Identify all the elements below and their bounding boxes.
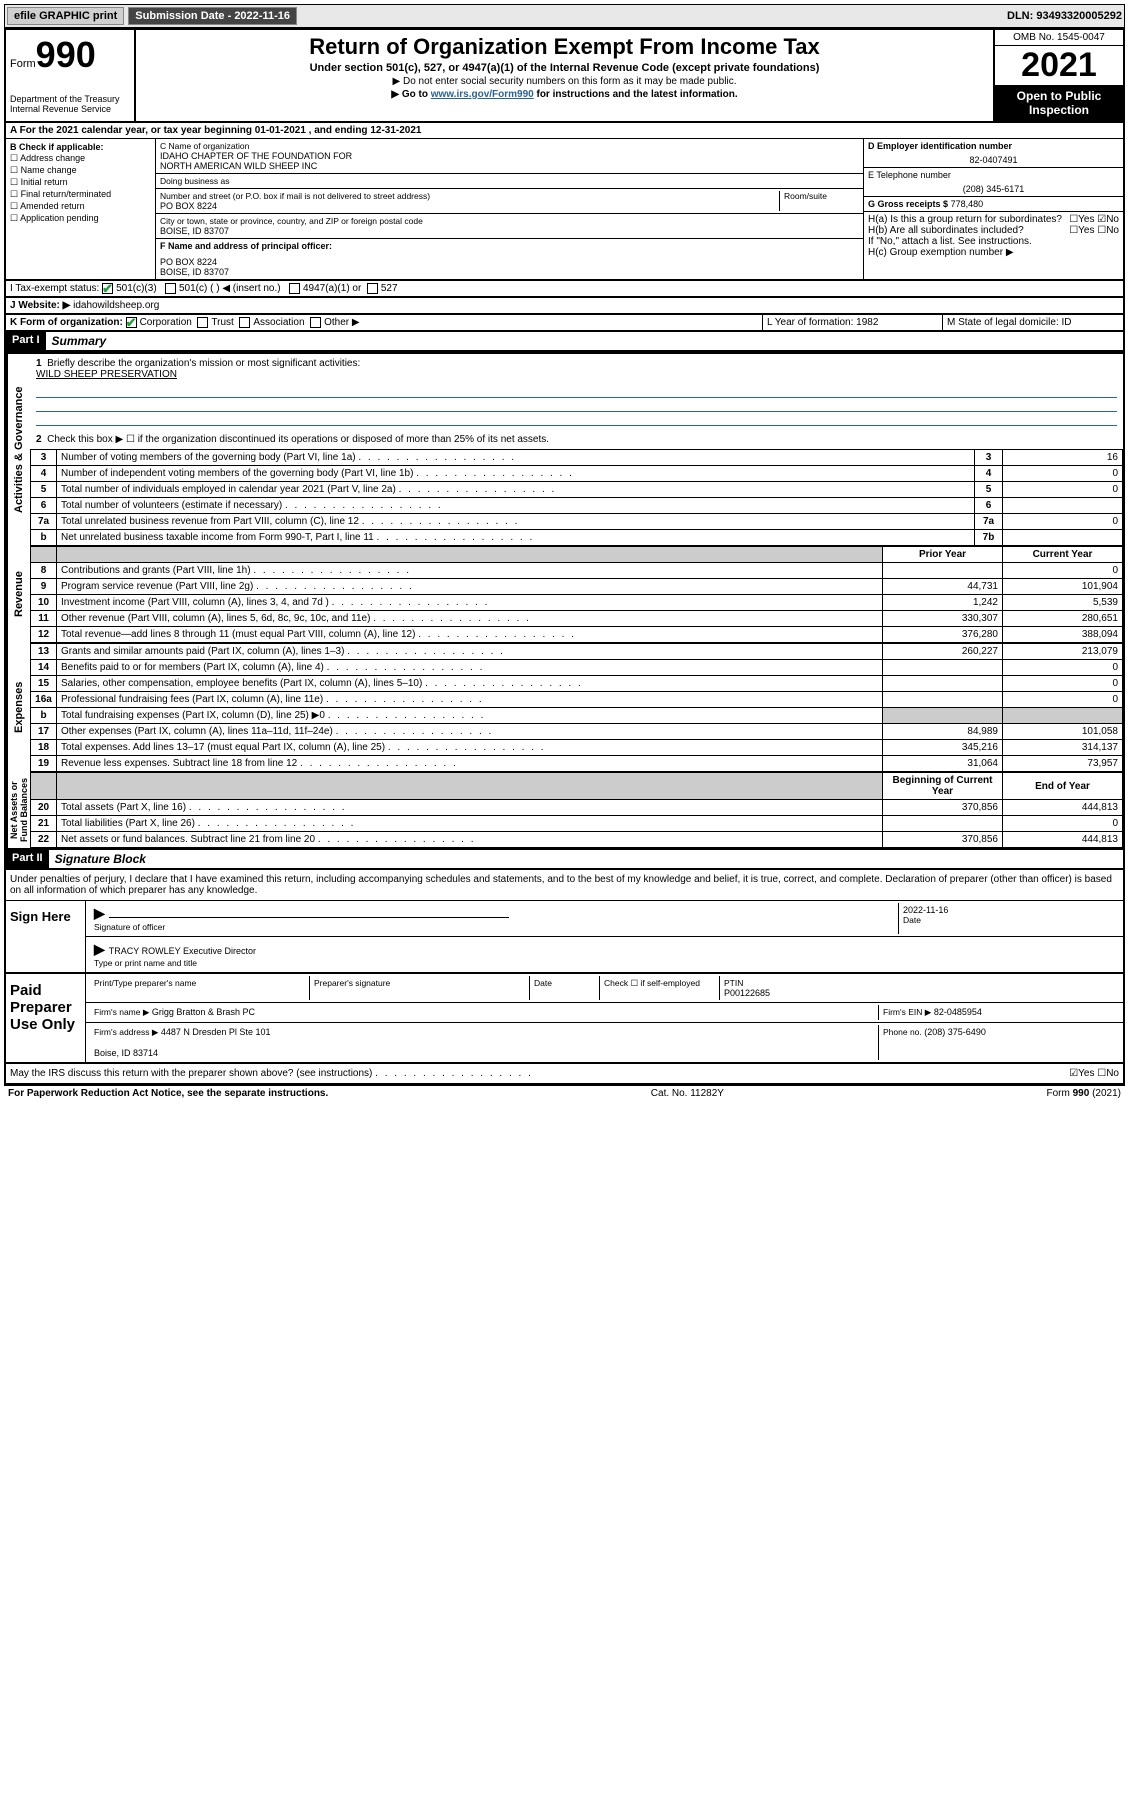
- year-formation: L Year of formation: 1982: [763, 315, 943, 330]
- officer-address: PO BOX 8224 BOISE, ID 83707: [160, 257, 859, 277]
- vert-net: Net Assets or Fund Balances: [6, 772, 30, 848]
- sign-here-label: Sign Here: [6, 901, 86, 972]
- revenue-table: Prior YearCurrent Year8Contributions and…: [30, 546, 1123, 643]
- form-header: Form990 Department of the Treasury Inter…: [4, 28, 1125, 123]
- mission: WILD SHEEP PRESERVATION: [36, 369, 177, 380]
- form-word: Form: [10, 58, 36, 70]
- top-bar: efile GRAPHIC print Submission Date - 20…: [4, 4, 1125, 28]
- check-assoc[interactable]: [239, 317, 250, 328]
- check-501c[interactable]: [165, 283, 176, 294]
- dept-label: Department of the Treasury Internal Reve…: [10, 94, 130, 114]
- revenue-section: Revenue Prior YearCurrent Year8Contribut…: [4, 546, 1125, 643]
- signature-block: Under penalties of perjury, I declare th…: [4, 870, 1125, 1085]
- paid-preparer-label: Paid Preparer Use Only: [6, 974, 86, 1062]
- sig-date: 2022-11-16: [903, 905, 948, 915]
- vert-expenses: Expenses: [6, 643, 30, 772]
- may-discuss-answer: ☑Yes ☐No: [1069, 1068, 1119, 1079]
- org-city: BOISE, ID 83707: [160, 226, 859, 236]
- omb-label: OMB No. 1545-0047: [995, 30, 1123, 46]
- check-501c3[interactable]: [102, 283, 113, 294]
- subtitle: Under section 501(c), 527, or 4947(a)(1)…: [140, 62, 989, 74]
- submission-button[interactable]: Submission Date - 2022-11-16: [128, 7, 297, 25]
- activities-section: Activities & Governance 1 Briefly descri…: [4, 352, 1125, 546]
- note-ssn: ▶ Do not enter social security numbers o…: [140, 76, 989, 87]
- ein: 82-0407491: [868, 155, 1119, 165]
- website[interactable]: idahowildsheep.org: [73, 300, 159, 311]
- form-number: 990: [36, 34, 96, 75]
- tax-year: 2021: [995, 46, 1123, 85]
- vert-activities: Activities & Governance: [6, 354, 30, 546]
- vert-revenue: Revenue: [6, 546, 30, 643]
- row-j: J Website: ▶ idahowildsheep.org: [4, 298, 1125, 315]
- efile-button[interactable]: efile GRAPHIC print: [7, 7, 124, 25]
- check-trust[interactable]: [197, 317, 208, 328]
- expenses-section: Expenses 13Grants and similar amounts pa…: [4, 643, 1125, 772]
- note-link: ▶ Go to www.irs.gov/Form990 for instruct…: [140, 89, 989, 100]
- gross-receipts: 778,480: [951, 199, 984, 209]
- org-address: PO BOX 8224: [160, 201, 779, 211]
- officer-name: TRACY ROWLEY Executive Director: [109, 946, 256, 956]
- part2-header: Part II Signature Block: [4, 850, 1125, 870]
- ha-answer: ☐Yes ☑No: [1069, 214, 1119, 225]
- governance-table: 3Number of voting members of the governi…: [30, 449, 1123, 546]
- expenses-table: 13Grants and similar amounts paid (Part …: [30, 643, 1123, 772]
- check-corp[interactable]: [126, 317, 137, 328]
- check-other[interactable]: [310, 317, 321, 328]
- firm-name: Grigg Bratton & Brash PC: [152, 1007, 255, 1017]
- check-column: B Check if applicable: ☐ Address change …: [6, 139, 156, 279]
- dln-label: DLN: 93493320005292: [1007, 10, 1122, 22]
- main-title: Return of Organization Exempt From Incom…: [140, 34, 989, 60]
- check-4947[interactable]: [289, 283, 300, 294]
- declaration: Under penalties of perjury, I declare th…: [6, 870, 1123, 901]
- entity-middle: C Name of organization IDAHO CHAPTER OF …: [156, 139, 863, 279]
- row-i: I Tax-exempt status: 501(c)(3) 501(c) ( …: [4, 281, 1125, 298]
- row-a-period: A For the 2021 calendar year, or tax yea…: [4, 123, 1125, 139]
- irs-link[interactable]: www.irs.gov/Form990: [431, 89, 534, 100]
- state-domicile: M State of legal domicile: ID: [943, 315, 1123, 330]
- phone: (208) 345-6171: [868, 184, 1119, 194]
- net-table: Beginning of Current YearEnd of Year20To…: [30, 772, 1123, 848]
- hb-answer: ☐Yes ☐No: [1069, 225, 1119, 236]
- entity-block: B Check if applicable: ☐ Address change …: [4, 139, 1125, 281]
- org-name: IDAHO CHAPTER OF THE FOUNDATION FOR NORT…: [160, 151, 859, 171]
- open-public: Open to Public Inspection: [995, 85, 1123, 121]
- ptin: P00122685: [724, 988, 770, 998]
- entity-right: D Employer identification number 82-0407…: [863, 139, 1123, 279]
- check-527[interactable]: [367, 283, 378, 294]
- row-k: K Form of organization: Corporation Trus…: [4, 315, 1125, 332]
- firm-phone: (208) 375-6490: [924, 1027, 986, 1037]
- part1-header: Part I Summary: [4, 332, 1125, 352]
- net-section: Net Assets or Fund Balances Beginning of…: [4, 772, 1125, 850]
- footer: For Paperwork Reduction Act Notice, see …: [4, 1085, 1125, 1101]
- firm-ein: 82-0485954: [934, 1007, 982, 1017]
